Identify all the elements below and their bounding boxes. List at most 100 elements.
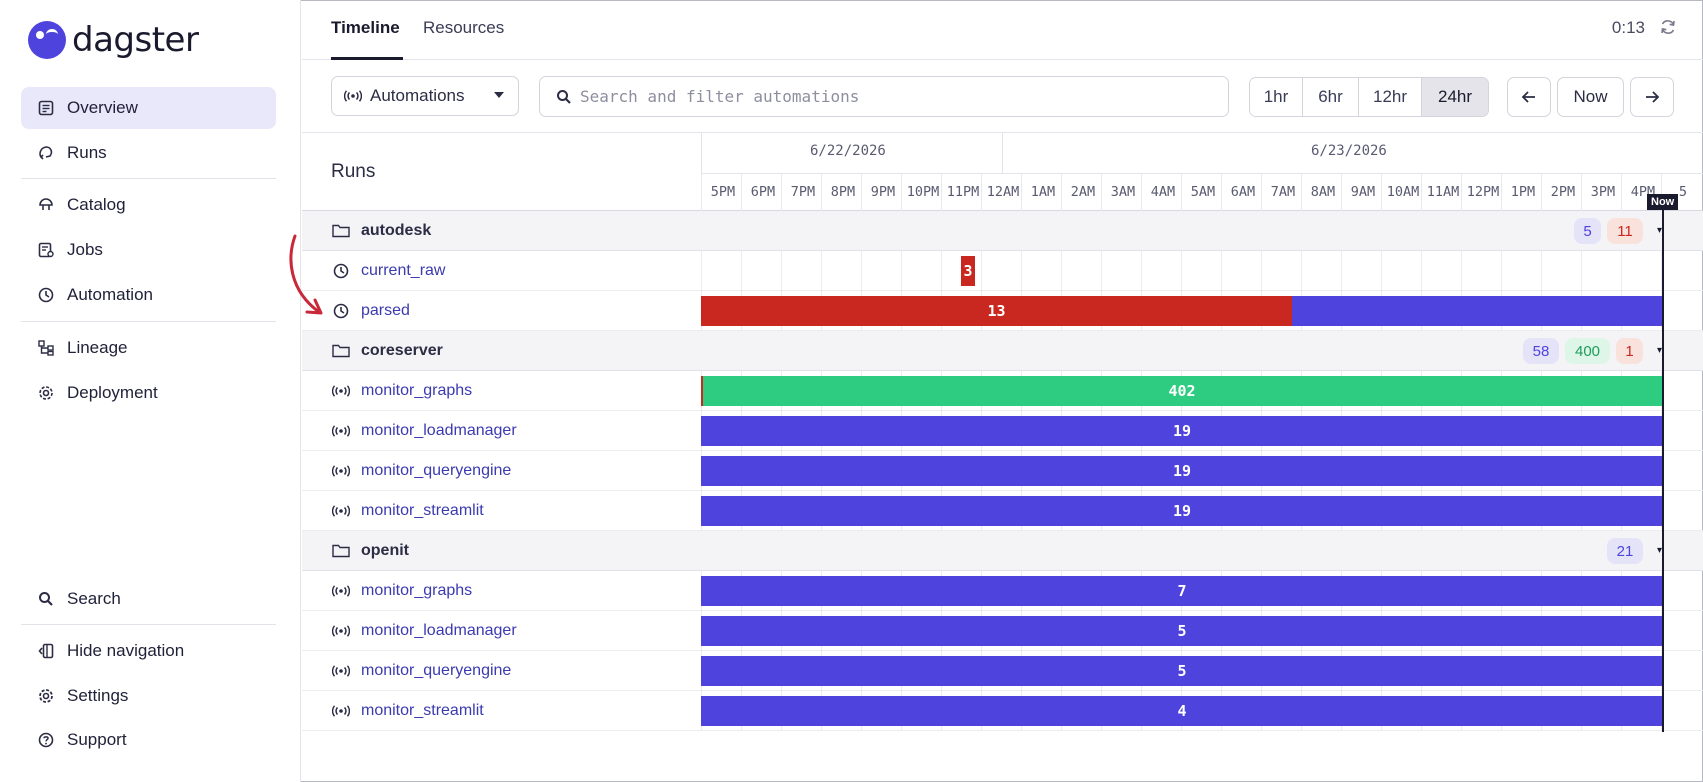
automation-link[interactable]: monitor_queryengine xyxy=(331,451,511,491)
run-bar-queued[interactable]: 19 xyxy=(701,496,1663,526)
range-24hr-button[interactable]: 24hr xyxy=(1422,78,1488,116)
timeline-header: Runs 6/22/2026 6/23/2026 5PM 6PM 7PM 8PM 9PM… xyxy=(302,133,1703,212)
hour-tick-line xyxy=(741,174,742,212)
run-bar-queued[interactable]: 5 xyxy=(701,656,1663,686)
automation-link[interactable]: monitor_graphs xyxy=(331,371,472,411)
range-12hr-button[interactable]: 12hr xyxy=(1359,78,1422,116)
run-count-badge-success[interactable]: 400 xyxy=(1565,338,1610,364)
automations-filter-dropdown[interactable]: Automations xyxy=(331,76,519,116)
folder-icon xyxy=(331,544,351,558)
runs-column-title: Runs xyxy=(331,161,376,182)
timeline-row: current_raw 3 xyxy=(302,251,1703,291)
dagster-logo[interactable]: dagster xyxy=(28,20,199,60)
timeline-group-row[interactable]: autodesk 11 5 ▾ xyxy=(302,211,1703,251)
sidebar-item-runs[interactable]: Runs xyxy=(21,132,276,174)
range-1hr-button[interactable]: 1hr xyxy=(1250,78,1303,116)
group-label[interactable]: autodesk xyxy=(331,211,431,251)
grid-column-line xyxy=(861,251,862,291)
automation-link[interactable]: monitor_queryengine xyxy=(331,651,511,691)
grid-column-line xyxy=(1061,251,1062,291)
run-bar-queued[interactable]: 7 xyxy=(701,576,1663,606)
run-count-badge-queued[interactable]: 5 xyxy=(1574,218,1601,244)
automations-filter-label: Automations xyxy=(370,86,465,105)
sensor-icon xyxy=(344,90,362,102)
automation-link[interactable]: parsed xyxy=(331,291,410,331)
run-bar-queued[interactable] xyxy=(1292,296,1662,326)
sidebar-item-jobs[interactable]: Jobs xyxy=(21,229,276,271)
run-bar-queued[interactable]: 19 xyxy=(701,456,1663,486)
hour-tick-line xyxy=(1541,174,1542,212)
now-button[interactable]: Now xyxy=(1557,77,1624,117)
sidebar-item-overview[interactable]: Overview xyxy=(21,87,276,129)
hour-tick-line xyxy=(1061,174,1062,212)
clock-icon xyxy=(331,303,351,319)
hour-label: 1PM xyxy=(1510,184,1536,200)
group-name: openit xyxy=(361,542,409,559)
grid-column-line xyxy=(1141,251,1142,291)
tab-timeline[interactable]: Timeline xyxy=(331,18,400,37)
run-bar-failed[interactable]: 3 xyxy=(961,256,975,286)
next-page-button[interactable] xyxy=(1630,77,1674,117)
sidebar-item-lineage[interactable]: Lineage xyxy=(21,327,276,369)
automation-link[interactable]: monitor_streamlit xyxy=(331,491,484,531)
caret-down-icon[interactable]: ▾ xyxy=(1657,545,1663,556)
range-6hr-button[interactable]: 6hr xyxy=(1303,78,1359,116)
run-count-badge-failed[interactable]: 11 xyxy=(1607,218,1643,244)
grid-column-line xyxy=(1261,251,1262,291)
hour-label: 4AM xyxy=(1150,184,1176,200)
run-bar-queued[interactable]: 5 xyxy=(701,616,1663,646)
hour-tick-line xyxy=(1581,174,1582,212)
sidebar-item-label: Lineage xyxy=(67,338,128,357)
sidebar-item-support[interactable]: Support xyxy=(21,719,276,761)
automation-link[interactable]: monitor_loadmanager xyxy=(331,611,517,651)
sidebar-item-deployment[interactable]: Deployment xyxy=(21,372,276,414)
automation-name: monitor_queryengine xyxy=(361,462,512,479)
group-label[interactable]: openit xyxy=(331,531,409,571)
search-field[interactable] xyxy=(539,76,1229,117)
sidebar-item-hide-navigation[interactable]: Hide navigation xyxy=(21,630,276,672)
caret-down-icon[interactable]: ▾ xyxy=(1657,345,1663,356)
run-bar-failed[interactable]: 13 xyxy=(701,296,1292,326)
automation-link[interactable]: monitor_graphs xyxy=(331,571,472,611)
caret-down-icon[interactable]: ▾ xyxy=(1657,225,1663,236)
hour-label: 10AM xyxy=(1386,184,1420,200)
automation-name: monitor_loadmanager xyxy=(361,622,517,639)
timeline-group-row[interactable]: coreserver 1 400 58 ▾ xyxy=(302,331,1703,371)
group-label[interactable]: coreserver xyxy=(331,331,443,371)
hour-label: 5PM xyxy=(710,184,736,200)
sidebar-item-catalog[interactable]: Catalog xyxy=(21,184,276,226)
sidebar: dagster Overview Runs Catalog Jobs Autom… xyxy=(0,0,301,782)
hour-label: 5AM xyxy=(1190,184,1216,200)
search-input[interactable] xyxy=(580,87,1220,106)
run-bar-success[interactable]: 402 xyxy=(701,376,1663,406)
hour-label: 2AM xyxy=(1070,184,1096,200)
run-count-badge-queued[interactable]: 58 xyxy=(1523,338,1559,364)
grid-column-line xyxy=(1381,251,1382,291)
hour-label: 9AM xyxy=(1350,184,1376,200)
run-bar-queued[interactable]: 4 xyxy=(701,696,1663,726)
refresh-icon[interactable] xyxy=(1659,18,1677,41)
run-count-badge-queued[interactable]: 21 xyxy=(1607,538,1643,564)
timeline-row: parsed 13 xyxy=(302,291,1703,331)
hour-label: 5 xyxy=(1678,184,1688,200)
timeline-group-row[interactable]: openit 21 ▾ xyxy=(302,531,1703,571)
run-bar-failed-sliver[interactable] xyxy=(701,376,703,406)
sidebar-item-search[interactable]: Search xyxy=(21,578,276,620)
run-bar-queued[interactable]: 19 xyxy=(701,416,1663,446)
hour-tick-line xyxy=(1381,174,1382,212)
automation-name: parsed xyxy=(361,302,410,319)
sidebar-item-automation[interactable]: Automation xyxy=(21,274,276,316)
sidebar-item-settings[interactable]: Settings xyxy=(21,675,276,717)
previous-page-button[interactable] xyxy=(1507,77,1551,117)
tab-resources[interactable]: Resources xyxy=(423,18,505,37)
automation-link[interactable]: current_raw xyxy=(331,251,445,291)
grid-column-line xyxy=(1221,251,1222,291)
date-label-day2: 6/23/2026 xyxy=(1311,143,1387,159)
grid-column-line xyxy=(1341,251,1342,291)
run-count-badge-failed[interactable]: 1 xyxy=(1616,338,1643,364)
hour-tick-line xyxy=(981,174,982,212)
automation-link[interactable]: monitor_loadmanager xyxy=(331,411,517,451)
hour-tick-line xyxy=(1101,174,1102,212)
automation-link[interactable]: monitor_streamlit xyxy=(331,691,484,731)
sidebar-item-label: Hide navigation xyxy=(67,641,185,660)
